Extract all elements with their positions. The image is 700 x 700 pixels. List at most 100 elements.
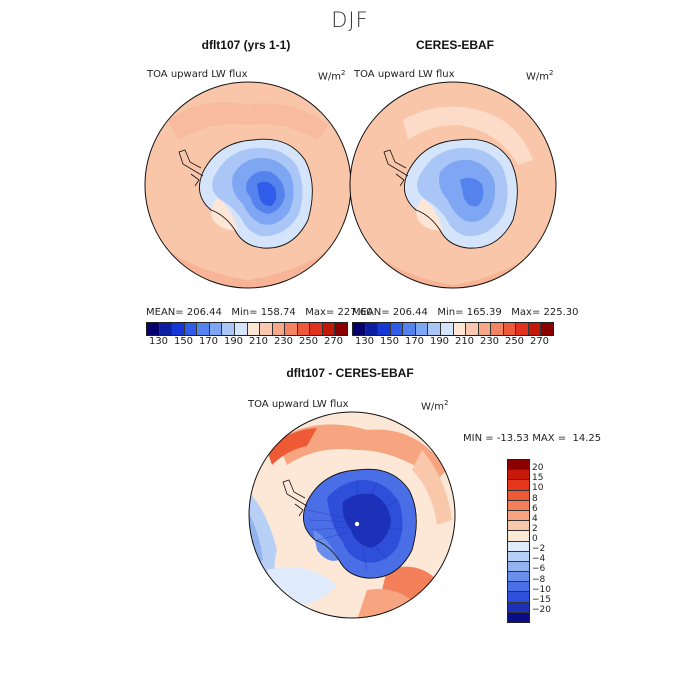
colorbar-tick-label: 2 xyxy=(532,523,538,534)
colorbar-swatch xyxy=(246,323,260,335)
colorbar-swatch xyxy=(508,479,529,490)
colorbar-swatch xyxy=(508,581,529,592)
diff-panel-variable-label: TOA upward LW flux xyxy=(248,399,349,410)
colorbar-tick-label: 170 xyxy=(404,336,425,347)
panel-2-polar-map xyxy=(349,81,557,289)
colorbar-swatch xyxy=(321,323,335,335)
colorbar-swatch xyxy=(389,323,403,335)
colorbar-swatch xyxy=(439,323,453,335)
colorbar-swatch xyxy=(353,323,365,335)
colorbar-tick-label: 170 xyxy=(198,336,219,347)
colorbar-swatch xyxy=(540,323,553,335)
colorbar-tick-label: −10 xyxy=(532,584,551,595)
panel-1-title: dflt107 (yrs 1-1) xyxy=(201,38,291,52)
colorbar-tick-label: 15 xyxy=(532,473,544,484)
colorbar-swatch xyxy=(508,530,529,541)
colorbar-tick-label: 210 xyxy=(454,336,475,347)
colorbar-tick-label: 150 xyxy=(379,336,400,347)
colorbar-swatch xyxy=(334,323,347,335)
panel-2-variable-label: TOA upward LW flux xyxy=(354,69,455,80)
colorbar-swatch xyxy=(402,323,415,335)
colorbar-tick-label: −4 xyxy=(532,554,546,565)
panel-2-colorbar xyxy=(352,322,554,336)
panel-1-colorbar xyxy=(146,322,348,336)
colorbar-tick-label: −8 xyxy=(532,574,546,585)
colorbar-tick-label: 230 xyxy=(273,336,294,347)
colorbar-tick-label: 250 xyxy=(298,336,319,347)
colorbar-swatch xyxy=(508,540,529,551)
colorbar-tick-label: 190 xyxy=(223,336,244,347)
colorbar-swatch xyxy=(465,323,478,335)
diff-colorbar xyxy=(507,459,530,623)
colorbar-swatch xyxy=(490,323,503,335)
colorbar-swatch xyxy=(427,323,440,335)
colorbar-swatch xyxy=(502,323,516,335)
colorbar-tick-label: −20 xyxy=(532,604,551,615)
colorbar-swatch xyxy=(196,323,209,335)
diff-colorbar-ticks: 20 15 10 8 6 4 2 0 −2 −4 −6 −8 −10 −15 −20 xyxy=(532,459,572,623)
colorbar-tick-label: 20 xyxy=(532,463,544,474)
colorbar-swatch xyxy=(508,601,529,612)
panel-2-units-label: W/m2 xyxy=(526,69,554,83)
colorbar-swatch xyxy=(508,489,529,500)
colorbar-tick-label: −6 xyxy=(532,564,546,575)
colorbar-tick-label: 4 xyxy=(532,513,538,524)
diff-panel-units-label: W/m2 xyxy=(421,399,449,413)
colorbar-swatch xyxy=(508,571,529,582)
colorbar-tick-label: 0 xyxy=(532,534,538,544)
colorbar-tick-label: −15 xyxy=(532,594,551,605)
colorbar-swatch xyxy=(452,323,466,335)
colorbar-swatch xyxy=(477,323,491,335)
colorbar-swatch xyxy=(158,323,172,335)
colorbar-tick-label: 6 xyxy=(532,503,538,514)
colorbar-swatch xyxy=(364,323,378,335)
colorbar-swatch xyxy=(508,469,529,480)
colorbar-tick-label: 250 xyxy=(504,336,525,347)
colorbar-tick-label: 130 xyxy=(148,336,169,347)
colorbar-swatch xyxy=(183,323,197,335)
colorbar-tick-label: 150 xyxy=(173,336,194,347)
colorbar-swatch xyxy=(414,323,428,335)
colorbar-swatch xyxy=(284,323,297,335)
colorbar-swatch xyxy=(221,323,234,335)
colorbar-swatch xyxy=(147,323,159,335)
colorbar-tick-label: 230 xyxy=(479,336,500,347)
panel-1-stats: MEAN= 206.44 Min= 158.74 Max= 227.60 xyxy=(146,307,373,318)
colorbar-swatch xyxy=(508,520,529,531)
colorbar-tick-label: −2 xyxy=(532,544,546,555)
colorbar-swatch xyxy=(271,323,285,335)
colorbar-tick-label: 270 xyxy=(323,336,344,347)
colorbar-tick-label: 210 xyxy=(248,336,269,347)
colorbar-swatch xyxy=(296,323,310,335)
colorbar-tick-label: 10 xyxy=(532,483,544,494)
colorbar-swatch xyxy=(208,323,222,335)
panel-1-variable-label: TOA upward LW flux xyxy=(147,69,248,80)
colorbar-swatch xyxy=(259,323,272,335)
colorbar-swatch xyxy=(171,323,184,335)
colorbar-tick-label: 190 xyxy=(429,336,450,347)
colorbar-swatch xyxy=(377,323,390,335)
diff-panel-stats: MIN = -13.53 MAX = 14.25 xyxy=(463,433,602,444)
season-title: DJF xyxy=(331,8,369,32)
colorbar-swatch xyxy=(527,323,541,335)
panel-1-polar-map xyxy=(144,81,352,289)
panel-1-units-label: W/m2 xyxy=(318,69,346,83)
colorbar-swatch xyxy=(508,509,529,521)
colorbar-swatch xyxy=(515,323,528,335)
colorbar-swatch xyxy=(233,323,247,335)
colorbar-swatch xyxy=(508,591,529,602)
diff-panel-polar-map xyxy=(248,411,456,619)
colorbar-tick-label: 270 xyxy=(529,336,550,347)
panel-2-colorbar-ticks: 130 150 170 190 210 230 250 270 xyxy=(352,336,554,350)
colorbar-swatch xyxy=(508,611,529,622)
panel-1-colorbar-ticks: 130 150 170 190 210 230 250 270 xyxy=(146,336,348,350)
colorbar-swatch xyxy=(508,560,529,572)
diff-panel-title: dflt107 - CERES-EBAF xyxy=(286,366,414,380)
colorbar-swatch xyxy=(309,323,322,335)
colorbar-swatch xyxy=(508,460,529,470)
colorbar-swatch xyxy=(508,499,529,510)
colorbar-tick-label: 8 xyxy=(532,493,538,504)
panel-2-stats: MEAN= 206.44 Min= 165.39 Max= 225.30 xyxy=(352,307,579,318)
colorbar-swatch xyxy=(508,550,529,561)
colorbar-tick-label: 130 xyxy=(354,336,375,347)
